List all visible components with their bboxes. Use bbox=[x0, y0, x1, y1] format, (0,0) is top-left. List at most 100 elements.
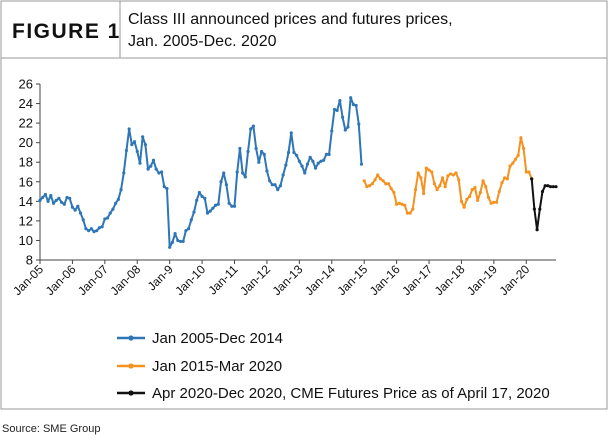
series-1-point bbox=[327, 152, 331, 156]
series-2-point bbox=[416, 171, 420, 175]
series-1-point bbox=[168, 245, 172, 249]
plot-area: 8 10 12 14 16 18 20 22 24 26 Jan-05Jan-06Jan-07Ja… bbox=[10, 77, 558, 298]
series-2-point bbox=[524, 170, 528, 174]
series-1-point bbox=[38, 198, 42, 202]
series-1-point bbox=[235, 170, 239, 174]
series-1-point bbox=[87, 229, 91, 233]
series-1-point bbox=[68, 196, 72, 200]
series-1-point bbox=[346, 125, 350, 129]
series-1-point bbox=[357, 122, 361, 126]
x-tick-label: Jan-20 bbox=[497, 262, 533, 298]
series-line-1 bbox=[39, 96, 363, 249]
series-1-point bbox=[211, 206, 215, 210]
series-1-point bbox=[338, 99, 342, 103]
series-1-point bbox=[51, 201, 56, 205]
series-1-point bbox=[143, 143, 147, 147]
figure-label: FIGURE 1 bbox=[12, 20, 121, 43]
series-2-point bbox=[486, 195, 491, 200]
series-1-point bbox=[257, 160, 261, 164]
series-2-point bbox=[473, 186, 477, 190]
series-1-point bbox=[122, 171, 126, 175]
series-1-point bbox=[84, 227, 88, 231]
series-2-point bbox=[454, 171, 458, 175]
series-3-point bbox=[551, 185, 555, 189]
series-2-point bbox=[451, 173, 455, 177]
series-1-point bbox=[151, 158, 156, 162]
series-1-point bbox=[359, 162, 364, 166]
series-2-point bbox=[440, 176, 445, 180]
series-1-point bbox=[286, 150, 291, 155]
series-1-point bbox=[214, 203, 218, 207]
series-1-point bbox=[170, 240, 174, 244]
series-1-point bbox=[243, 175, 247, 179]
series-1-point bbox=[146, 167, 150, 171]
x-tick-label: Jan-15 bbox=[334, 262, 370, 298]
series-1-point bbox=[284, 163, 288, 167]
series-2-point bbox=[395, 202, 399, 206]
series-2-point bbox=[419, 176, 423, 180]
series-1-point bbox=[95, 229, 99, 233]
x-tick-label: Jan-9 bbox=[145, 262, 176, 293]
x-tick-label: Jan-17 bbox=[399, 262, 435, 298]
series-1-point bbox=[97, 226, 102, 230]
series-1-point bbox=[124, 148, 129, 153]
series-1-point bbox=[249, 127, 253, 131]
legend-label-3: Apr 2020-Dec 2020, CME Futures Price as … bbox=[152, 385, 550, 402]
series-2-point bbox=[435, 188, 439, 192]
series-1-point bbox=[89, 227, 93, 231]
series-1-point bbox=[303, 171, 307, 175]
series-1-point bbox=[132, 140, 137, 144]
series-1-point bbox=[70, 205, 75, 209]
series-1-point bbox=[273, 183, 277, 187]
series-1-point bbox=[305, 162, 310, 166]
series-1-point bbox=[324, 152, 328, 156]
series-2-point bbox=[413, 188, 418, 192]
series-1-point bbox=[227, 201, 231, 205]
series-1-point bbox=[238, 146, 242, 151]
series-1-point bbox=[219, 180, 223, 184]
series-2-point bbox=[430, 170, 434, 174]
series-2-point bbox=[422, 191, 426, 196]
series-1-point bbox=[340, 115, 345, 119]
series-1-point bbox=[319, 159, 323, 163]
series-1-point bbox=[289, 131, 293, 135]
y-tick-label: 8 bbox=[26, 253, 33, 268]
series-1-point bbox=[265, 169, 269, 173]
series-1-point bbox=[103, 217, 107, 221]
series-1-point bbox=[165, 187, 169, 191]
y-tick-label: 18 bbox=[19, 155, 33, 170]
figure-frame bbox=[0, 0, 608, 410]
series-1-point bbox=[65, 195, 69, 200]
series-2-point bbox=[381, 179, 385, 183]
series-2-point bbox=[457, 178, 461, 182]
series-1-point bbox=[186, 227, 191, 231]
series-1-point bbox=[335, 108, 339, 112]
series-2-point bbox=[397, 201, 401, 205]
series-1-point bbox=[138, 161, 142, 165]
series-1-point bbox=[154, 167, 158, 171]
series-1-point bbox=[78, 211, 83, 215]
series-2-point bbox=[443, 185, 447, 189]
series-1-point bbox=[111, 207, 115, 211]
series-1-point bbox=[114, 201, 118, 205]
series-1-point bbox=[295, 153, 299, 157]
legend-label-2: Jan 2015-Mar 2020 bbox=[152, 358, 282, 375]
series-1-point bbox=[216, 202, 220, 206]
series-2-point bbox=[465, 197, 469, 201]
legend-swatch-marker-2 bbox=[128, 363, 134, 369]
series-2-point bbox=[489, 201, 493, 205]
series-2-point bbox=[484, 185, 488, 189]
y-tick-label: 16 bbox=[19, 174, 33, 189]
series-1-point bbox=[222, 171, 226, 175]
series-1-point bbox=[197, 190, 201, 195]
legend: Jan 2005-Dec 2014 Jan 2015-Mar 2020 Apr 20… bbox=[117, 330, 550, 402]
series-1-point bbox=[241, 171, 245, 175]
series-1-point bbox=[57, 196, 61, 200]
series-2-point bbox=[403, 203, 407, 207]
series-2-point bbox=[500, 181, 504, 185]
series-2-point bbox=[378, 177, 382, 181]
series-2-point bbox=[521, 146, 526, 151]
series-2-point bbox=[386, 182, 391, 186]
series-1-point bbox=[259, 149, 264, 154]
